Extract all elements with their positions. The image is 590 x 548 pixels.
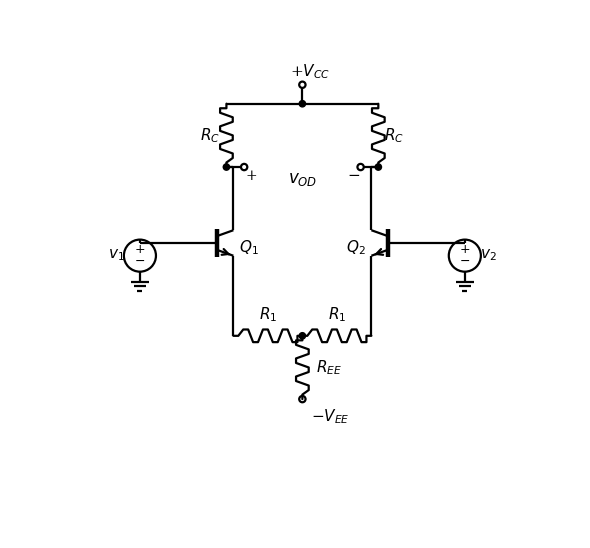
Text: $v_2$: $v_2$ [480,248,496,264]
Text: $-V_{EE}$: $-V_{EE}$ [311,408,349,426]
Circle shape [223,164,230,170]
Circle shape [299,101,306,107]
Text: $R_{EE}$: $R_{EE}$ [316,358,342,377]
Text: $v_1$: $v_1$ [109,248,125,264]
Circle shape [299,333,306,339]
Text: +: + [135,243,145,256]
Text: +: + [460,243,470,256]
Text: −: − [347,169,360,184]
Text: −: − [460,255,470,268]
Text: $v_{OD}$: $v_{OD}$ [288,171,317,188]
Text: +: + [245,169,257,184]
Circle shape [375,164,382,170]
Text: $R_C$: $R_C$ [201,126,221,145]
Text: −: − [135,255,145,268]
Text: $Q_1$: $Q_1$ [239,238,259,256]
Text: +$V_{CC}$: +$V_{CC}$ [290,62,330,81]
Text: $R_C$: $R_C$ [384,126,404,145]
Text: $R_1$: $R_1$ [259,305,277,324]
Text: $Q_2$: $Q_2$ [346,238,366,256]
Text: $R_1$: $R_1$ [327,305,346,324]
